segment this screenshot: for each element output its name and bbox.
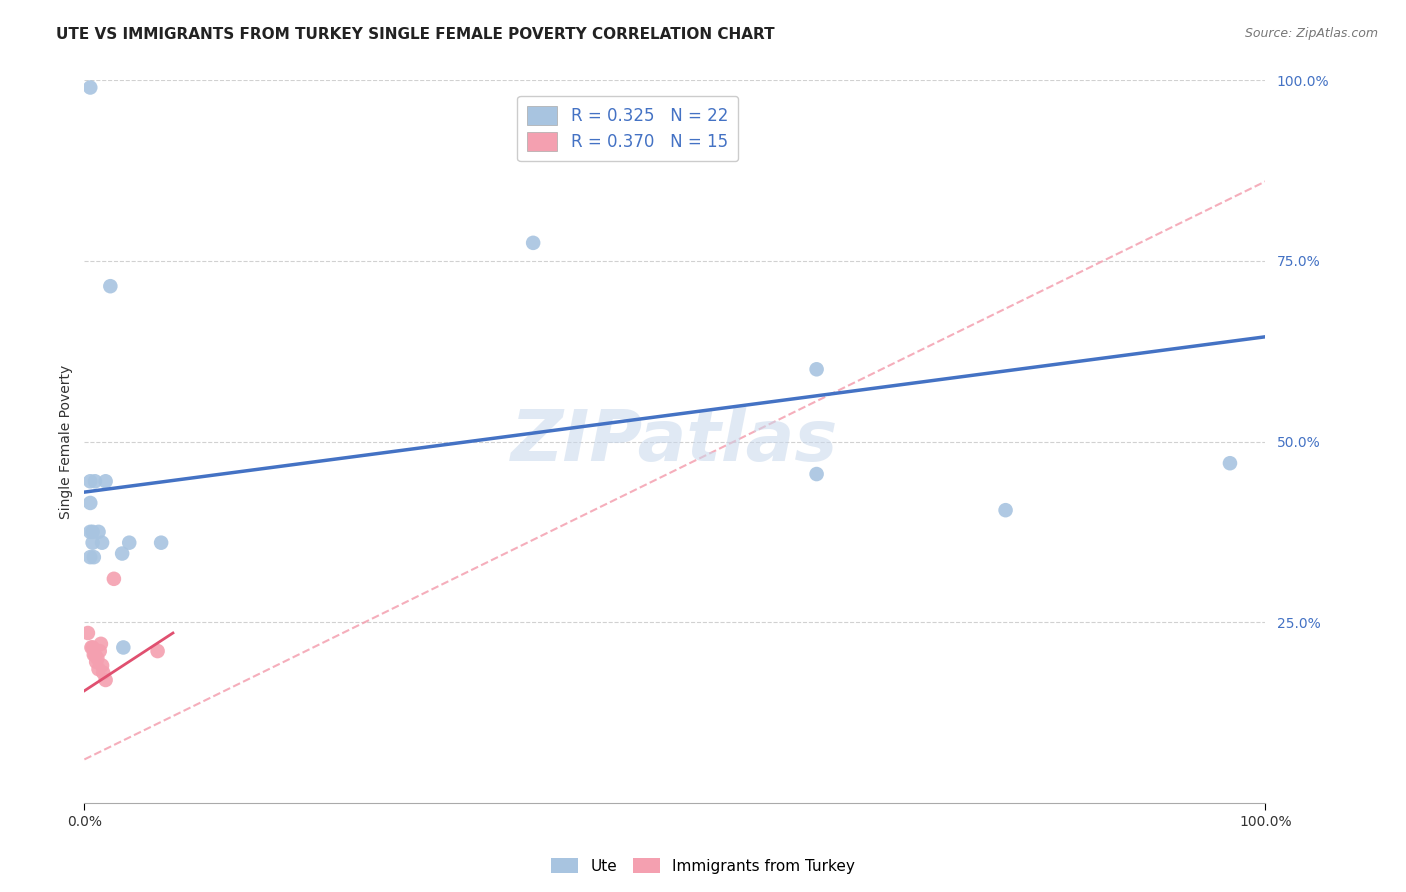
Text: Source: ZipAtlas.com: Source: ZipAtlas.com <box>1244 27 1378 40</box>
Point <box>91 658 114 673</box>
Point <box>87 662 110 676</box>
Point <box>86 651 108 665</box>
Point <box>77 626 100 640</box>
Point <box>83 648 105 662</box>
Point <box>82 524 104 539</box>
Point <box>91 665 114 680</box>
Point <box>994 503 1017 517</box>
Point <box>1219 456 1241 470</box>
Point <box>112 640 135 655</box>
Point <box>79 496 101 510</box>
Point <box>98 279 121 293</box>
Point <box>89 644 111 658</box>
Point <box>84 475 107 489</box>
Point <box>806 362 828 376</box>
Point <box>806 467 828 481</box>
Point <box>522 235 544 250</box>
Point <box>111 547 134 561</box>
Point <box>91 535 114 549</box>
Point <box>90 637 112 651</box>
Point <box>84 655 107 669</box>
Point <box>150 535 173 549</box>
Point <box>80 640 103 655</box>
Point <box>79 475 101 489</box>
Text: UTE VS IMMIGRANTS FROM TURKEY SINGLE FEMALE POVERTY CORRELATION CHART: UTE VS IMMIGRANTS FROM TURKEY SINGLE FEM… <box>56 27 775 42</box>
Point <box>79 550 101 565</box>
Point <box>79 80 101 95</box>
Point <box>94 673 117 687</box>
Text: ZIPatlas: ZIPatlas <box>512 407 838 476</box>
Point <box>79 524 101 539</box>
Legend: R = 0.325   N = 22, R = 0.370   N = 15: R = 0.325 N = 22, R = 0.370 N = 15 <box>517 95 738 161</box>
Point <box>94 475 117 489</box>
Point <box>118 535 141 549</box>
Y-axis label: Single Female Poverty: Single Female Poverty <box>59 365 73 518</box>
Point <box>82 640 104 655</box>
Point <box>84 648 107 662</box>
Point <box>87 524 110 539</box>
Point <box>82 535 104 549</box>
Point <box>103 572 125 586</box>
Legend: Ute, Immigrants from Turkey: Ute, Immigrants from Turkey <box>544 852 862 880</box>
Point <box>146 644 169 658</box>
Point <box>83 550 105 565</box>
